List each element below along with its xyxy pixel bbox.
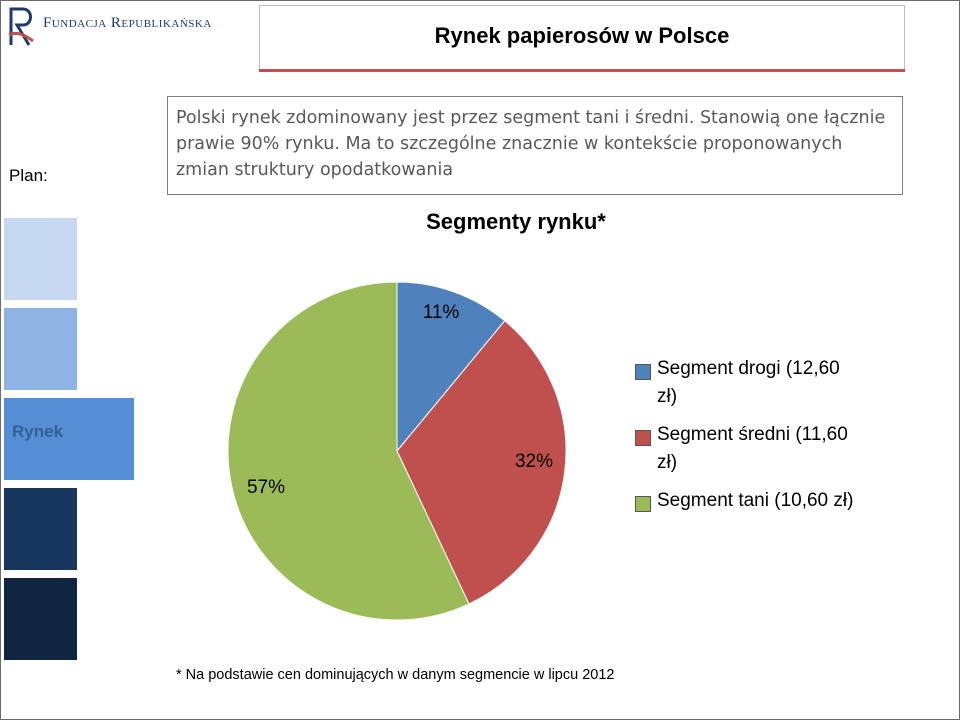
plan-label: Plan:	[9, 166, 48, 185]
nav-tab-4[interactable]	[4, 488, 77, 570]
page-title: Rynek papierosów w Polsce	[434, 23, 730, 48]
logo-mark-icon	[8, 7, 34, 46]
legend-item-1: Segment drogi (12,60 zł)	[635, 355, 865, 411]
pie-slice-2	[396, 320, 567, 605]
title-box: Rynek papierosów w Polsce	[259, 5, 905, 70]
chart-title: Segmenty rynku*	[426, 209, 606, 234]
title-accent-rule	[259, 69, 905, 72]
chart-legend: Segment drogi (12,60 zł) Segment średni (…	[635, 355, 865, 525]
legend-label-1: Segment drogi (12,60 zł)	[657, 358, 840, 407]
legend-label-3: Segment tani (10,60 zł)	[657, 490, 854, 511]
legend-label-2: Segment średni (11,60 zł)	[657, 424, 848, 473]
nav-tab-rynek-label: Rynek	[12, 422, 64, 441]
footnote: * Na podstawie cen dominujących w danym …	[176, 667, 615, 683]
pie-data-label-1: 11%	[423, 302, 460, 323]
legend-item-2: Segment średni (11,60 zł)	[635, 421, 865, 477]
intro-box: Polski rynek zdominowany jest przez segm…	[167, 96, 903, 195]
nav-tab-rynek[interactable]: Rynek	[4, 398, 134, 480]
legend-item-3: Segment tani (10,60 zł)	[635, 487, 865, 515]
logo-text: Fundacja Republikańska	[43, 15, 212, 31]
pie-slice-3	[227, 281, 470, 621]
logo: Fundacja Republikańska	[7, 5, 247, 51]
legend-swatch-1	[635, 364, 651, 380]
pie-slice-1	[396, 281, 506, 453]
nav-tab-2[interactable]	[4, 308, 77, 390]
pie-data-label-2: 32%	[515, 451, 553, 472]
legend-swatch-2	[635, 430, 651, 446]
nav-tab-5[interactable]	[4, 578, 77, 660]
nav-tab-1[interactable]	[4, 218, 77, 300]
intro-text: Polski rynek zdominowany jest przez segm…	[176, 108, 886, 180]
legend-swatch-3	[635, 496, 651, 512]
pie-data-label-3: 57%	[247, 477, 285, 498]
